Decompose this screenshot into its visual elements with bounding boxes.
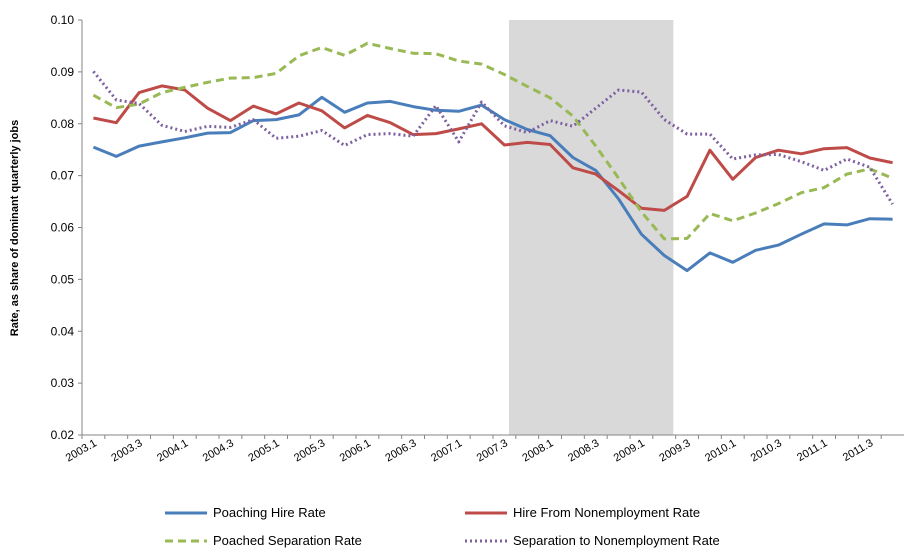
y-tick-label: 0.02: [51, 428, 75, 442]
series-line: [92, 95, 893, 273]
x-tick-label: 2009.1: [612, 437, 647, 464]
series-line: [92, 70, 894, 205]
x-tick-label: 2008.3: [566, 437, 601, 464]
x-tick-label: 2007.3: [475, 437, 510, 464]
x-tick-label: 2011.3: [841, 437, 875, 464]
x-tick-label: 2010.1: [703, 437, 738, 464]
series-line: [93, 84, 893, 212]
x-tick-label: 2005.3: [292, 437, 327, 464]
y-tick-label: 0.08: [51, 117, 75, 131]
x-tick-label: 2003.3: [109, 437, 144, 464]
y-tick-label: 0.10: [51, 13, 75, 27]
x-tick-label: 2008.1: [520, 437, 555, 464]
x-tick-label: 2007.1: [429, 437, 464, 464]
y-tick-label: 0.04: [51, 324, 75, 338]
x-tick-label: 2010.3: [749, 437, 784, 464]
x-tick-label: 2004.3: [201, 437, 236, 464]
legend-label: Poaching Hire Rate: [213, 505, 326, 520]
legend-label: Poached Separation Rate: [213, 533, 362, 548]
y-tick-label: 0.03: [51, 376, 75, 390]
y-tick-label: 0.06: [51, 221, 75, 235]
legend-label: Hire From Nonemployment Rate: [513, 505, 700, 520]
x-tick-label: 2006.3: [383, 437, 418, 464]
y-axis-label: Rate, as share of dominant quarterly job…: [9, 120, 21, 336]
x-tick-label: 2011.1: [795, 437, 829, 464]
legend-label: Separation to Nonemployment Rate: [513, 533, 720, 548]
x-tick-label: 2006.1: [338, 437, 373, 464]
x-tick-label: 2009.3: [657, 437, 692, 464]
y-tick-label: 0.07: [51, 169, 75, 183]
shaded-region: [508, 20, 674, 435]
x-tick-label: 2004.1: [155, 437, 190, 464]
y-tick-label: 0.05: [51, 272, 75, 286]
y-tick-label: 0.09: [51, 65, 75, 79]
x-tick-label: 2005.1: [246, 437, 281, 464]
series-line: [92, 41, 894, 241]
